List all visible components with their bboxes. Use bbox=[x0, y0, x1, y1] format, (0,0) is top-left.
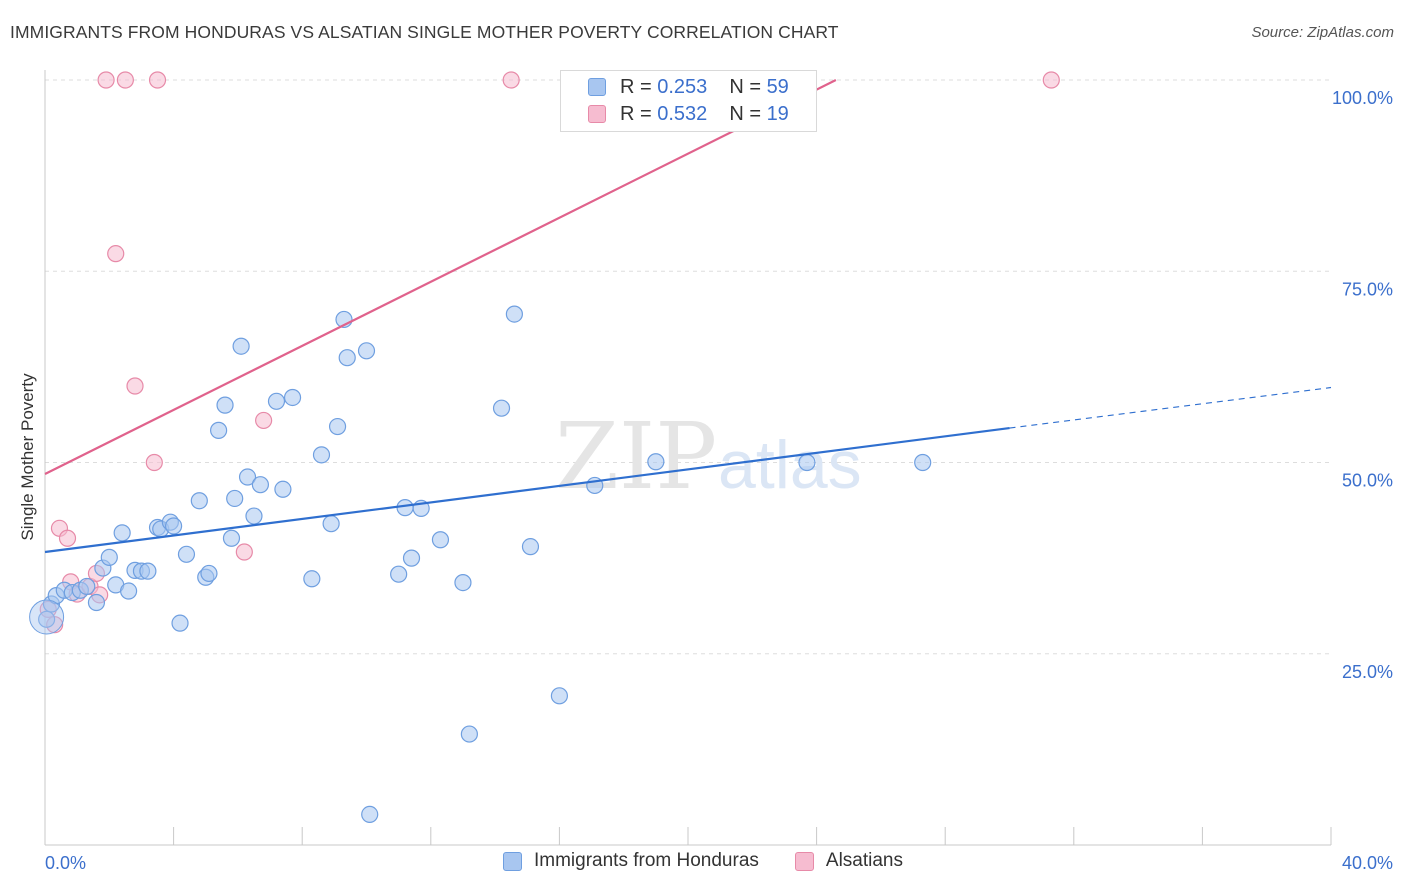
data-point bbox=[322, 515, 340, 533]
data-point bbox=[502, 71, 520, 89]
data-point bbox=[190, 492, 208, 510]
data-point bbox=[238, 468, 257, 486]
data-point bbox=[521, 538, 540, 556]
data-point bbox=[165, 517, 183, 535]
x-tick-label-min: 0.0% bbox=[45, 853, 86, 873]
data-point bbox=[328, 417, 347, 436]
data-point bbox=[460, 725, 478, 743]
x-ticks bbox=[173, 827, 1332, 845]
legend-item-alsatians[interactable]: Alsatians bbox=[794, 850, 903, 872]
data-point bbox=[116, 71, 134, 89]
data-point bbox=[210, 421, 228, 439]
data-point bbox=[390, 565, 408, 583]
data-point bbox=[255, 411, 273, 430]
data-point bbox=[171, 614, 189, 632]
x-tick-label-max: 40.0% bbox=[1342, 853, 1393, 873]
data-point bbox=[226, 489, 244, 508]
r-label: R = bbox=[620, 75, 652, 98]
legend-label-alsatians: Alsatians bbox=[825, 850, 903, 871]
data-point-cluster bbox=[29, 599, 65, 635]
trend-lines bbox=[44, 79, 1332, 554]
data-point bbox=[402, 549, 421, 567]
data-point bbox=[119, 582, 138, 600]
data-point bbox=[97, 71, 115, 89]
data-point bbox=[505, 305, 523, 323]
correlation-legend: R = 0.253 N = 59 R = 0.532 N = 19 bbox=[560, 70, 817, 132]
data-point bbox=[914, 453, 932, 472]
data-point bbox=[38, 610, 56, 628]
data-point bbox=[1042, 71, 1060, 89]
data-point bbox=[283, 388, 302, 407]
y-tick-label: 100.0% bbox=[1332, 88, 1393, 108]
honduras-swatch bbox=[588, 78, 606, 96]
data-point bbox=[200, 564, 218, 583]
y-tick-label: 75.0% bbox=[1342, 279, 1393, 299]
legend-label-honduras: Immigrants from Honduras bbox=[533, 850, 759, 871]
legend-row-honduras: R = 0.253 N = 59 bbox=[561, 74, 789, 100]
data-point bbox=[222, 529, 241, 547]
honduras-trend-extension bbox=[1009, 386, 1332, 429]
y-tick-label: 25.0% bbox=[1342, 662, 1393, 682]
y-tick-label: 50.0% bbox=[1342, 471, 1393, 491]
alsatians-trend-line bbox=[44, 79, 837, 475]
honduras-trend-line bbox=[44, 426, 1010, 554]
data-point bbox=[126, 377, 144, 395]
alsatians-points bbox=[39, 71, 1060, 634]
data-point bbox=[148, 71, 167, 89]
data-point bbox=[107, 245, 125, 263]
n-label: N = bbox=[729, 75, 761, 98]
data-point bbox=[78, 577, 96, 596]
watermark: ZIP atlas bbox=[555, 403, 862, 510]
r-value: 0.532 bbox=[657, 102, 708, 125]
data-point bbox=[431, 531, 450, 549]
data-point bbox=[216, 396, 234, 414]
data-point bbox=[145, 453, 163, 472]
data-point bbox=[338, 349, 356, 367]
n-value: 19 bbox=[766, 102, 789, 125]
data-point bbox=[550, 687, 569, 705]
data-point bbox=[267, 392, 286, 410]
data-point bbox=[87, 593, 106, 612]
r-label: R = bbox=[620, 102, 652, 125]
data-point bbox=[647, 453, 665, 471]
data-point bbox=[361, 805, 379, 824]
legend-row-alsatians: R = 0.532 N = 19 bbox=[561, 101, 789, 127]
watermark-atlas: atlas bbox=[718, 427, 862, 503]
data-point bbox=[245, 507, 263, 525]
data-point bbox=[357, 342, 376, 360]
n-label: N = bbox=[729, 102, 761, 125]
honduras-legend-swatch bbox=[502, 851, 522, 871]
legend-item-honduras[interactable]: Immigrants from Honduras bbox=[502, 850, 759, 872]
data-point bbox=[139, 562, 157, 580]
data-point bbox=[274, 480, 292, 498]
y-axis-label: Single Mother Poverty bbox=[18, 373, 37, 541]
data-point bbox=[235, 543, 253, 561]
alsatians-legend-swatch bbox=[794, 851, 814, 871]
n-value: 59 bbox=[766, 75, 789, 98]
data-point bbox=[58, 529, 77, 547]
data-point bbox=[113, 524, 131, 542]
data-point bbox=[177, 545, 196, 563]
data-point bbox=[798, 453, 816, 472]
data-point bbox=[251, 476, 270, 494]
data-point bbox=[100, 548, 118, 566]
data-point bbox=[303, 570, 321, 588]
alsatians-swatch bbox=[588, 105, 606, 123]
grid-lines bbox=[45, 79, 1331, 655]
source-label: Source: ZipAtlas.com bbox=[1251, 24, 1394, 41]
honduras-points bbox=[29, 305, 932, 824]
chart-title: IMMIGRANTS FROM HONDURAS VS ALSATIAN SIN… bbox=[10, 22, 839, 42]
y-tick-labels: 25.0% 50.0% 75.0% 100.0% bbox=[1332, 88, 1393, 682]
data-point bbox=[396, 499, 414, 517]
data-point bbox=[492, 399, 511, 417]
data-point bbox=[232, 337, 250, 355]
r-value: 0.253 bbox=[657, 75, 708, 98]
data-point bbox=[312, 446, 331, 464]
watermark-zip: ZIP bbox=[555, 403, 717, 510]
series-legend: Immigrants from Honduras Alsatians bbox=[0, 850, 1406, 872]
data-point bbox=[454, 574, 472, 592]
